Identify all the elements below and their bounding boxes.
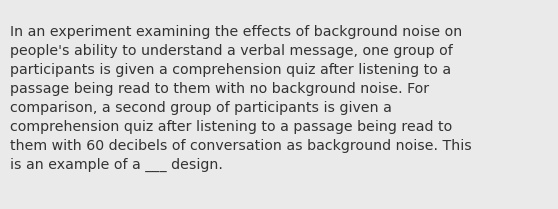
Text: In an experiment examining the effects of background noise on
people's ability t: In an experiment examining the effects o… <box>10 25 472 172</box>
